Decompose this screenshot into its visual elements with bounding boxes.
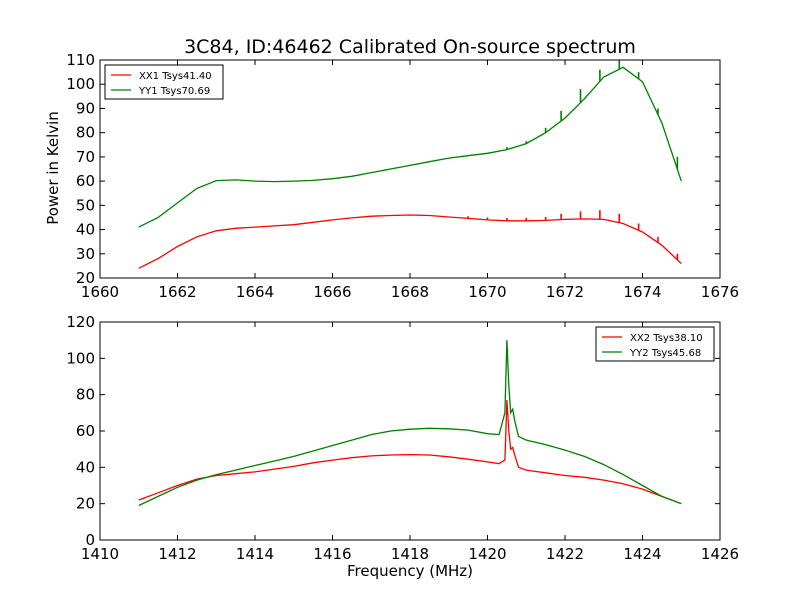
x-tick-label: 1674: [623, 283, 661, 301]
chart-title: 3C84, ID:46462 Calibrated On-source spec…: [184, 36, 636, 58]
x-tick-label: 1664: [236, 283, 274, 301]
y-tick-label: 70: [76, 148, 95, 166]
series-line-2: [138, 340, 682, 507]
bottom-plot-area: [138, 340, 682, 507]
legend-entry-2: YY1 Tsys70.69: [138, 86, 210, 97]
bottom-legend: XX2 Tsys38.10 YY2 Tsys45.68: [595, 326, 715, 362]
x-tick-label: 1676: [701, 283, 739, 301]
y-tick-label: 100: [66, 349, 95, 367]
x-tick-label: 1426: [701, 545, 739, 563]
x-tick-label: 1422: [546, 545, 584, 563]
top-axis-ticks: 1660 1662 1664 1666 1668 1670 1672 1674 1676 20 30…: [66, 51, 739, 301]
x-tick-label: 1660: [81, 283, 119, 301]
top-legend: XX1 Tsys41.40 YY1 Tsys70.69: [104, 64, 224, 100]
series-line-2: [138, 66, 682, 228]
top-plot-panel: 3C84, ID:46462 Calibrated On-source spec…: [44, 36, 739, 301]
y-tick-label: 0: [85, 531, 95, 549]
legend-entry-2: YY2 Tsys45.68: [629, 348, 701, 359]
y-tick-label: 80: [76, 386, 95, 404]
legend-entry-1: XX2 Tsys38.10: [630, 333, 703, 344]
legend-box: [104, 64, 224, 100]
x-tick-label: 1410: [81, 545, 119, 563]
y-tick-label: 40: [76, 458, 95, 476]
legend-box: [595, 326, 715, 362]
bottom-plot-panel: Frequency (MHz) 1410 1412 1414 1416 1418 1420…: [66, 313, 739, 580]
y-tick-label: 100: [66, 75, 95, 93]
x-tick-label: 1668: [391, 283, 429, 301]
y-tick-label: 80: [76, 124, 95, 142]
bottom-axis-ticks: 1410 1412 1414 1416 1418 1420 1422 1424 1426 0 20 4…: [66, 313, 739, 563]
x-tick-label: 1666: [313, 283, 351, 301]
y-tick-label: 50: [76, 196, 95, 214]
legend-entry-1: XX1 Tsys41.40: [139, 71, 212, 82]
y-tick-label: 20: [76, 495, 95, 513]
series-line-1: [138, 400, 682, 505]
x-tick-label: 1414: [236, 545, 274, 563]
top-plot-area: [138, 60, 682, 269]
x-tick-label: 1424: [623, 545, 661, 563]
y-tick-label: 120: [66, 313, 95, 331]
y-tick-label: 20: [76, 269, 95, 287]
y-tick-label: 60: [76, 422, 95, 440]
x-tick-label: 1418: [391, 545, 429, 563]
series-line-1: [138, 214, 682, 269]
x-tick-label: 1672: [546, 283, 584, 301]
x-tick-label: 1662: [158, 283, 196, 301]
x-tick-label: 1412: [158, 545, 196, 563]
y-tick-label: 110: [66, 51, 95, 69]
y-tick-label: 30: [76, 245, 95, 263]
y-axis-label: Power in Kelvin: [44, 111, 62, 225]
y-tick-label: 40: [76, 221, 95, 239]
x-tick-label: 1670: [468, 283, 506, 301]
x-tick-label: 1416: [313, 545, 351, 563]
y-tick-label: 90: [76, 99, 95, 117]
y-tick-label: 60: [76, 172, 95, 190]
x-tick-label: 1420: [468, 545, 506, 563]
x-axis-label: Frequency (MHz): [347, 562, 473, 580]
